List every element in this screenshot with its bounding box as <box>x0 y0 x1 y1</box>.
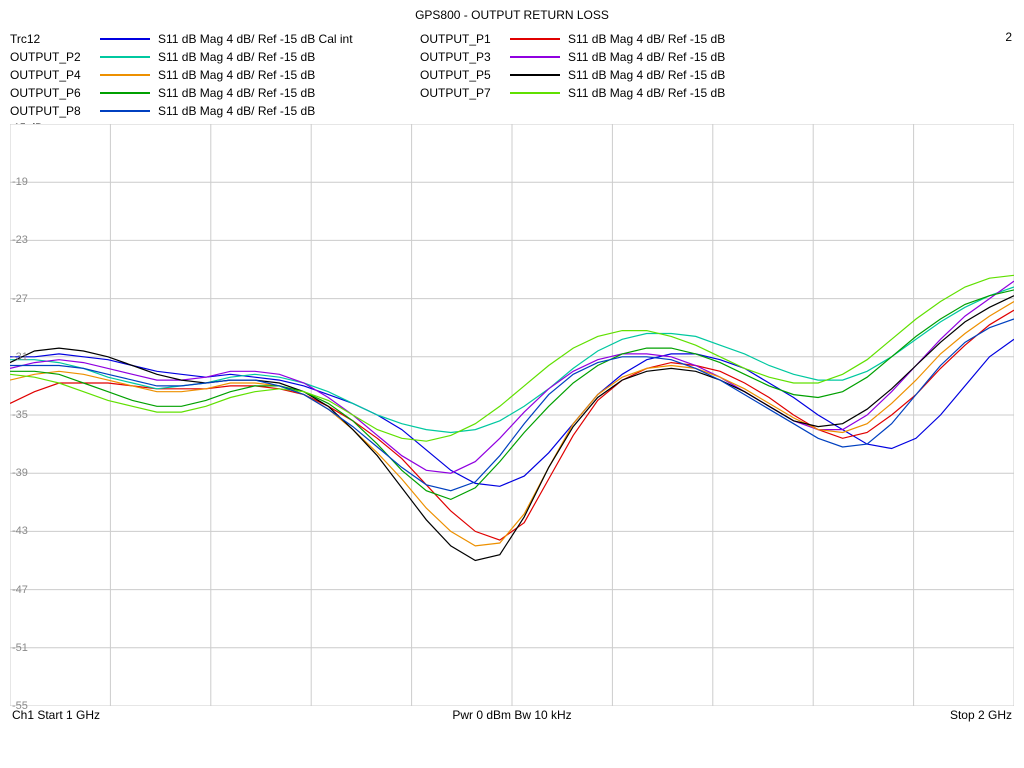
trace-desc: S11 dB Mag 4 dB/ Ref -15 dB <box>568 86 725 100</box>
trace-desc: S11 dB Mag 4 dB/ Ref -15 dB <box>568 68 725 82</box>
legend-header: 2 Trc12 S11 dB Mag 4 dB/ Ref -15 dB Cal i… <box>0 22 1024 124</box>
trace-swatch <box>100 110 150 112</box>
y-tick-label: -27 <box>12 293 28 305</box>
y-tick-label: -19 <box>12 176 28 188</box>
trace-name: OUTPUT_P7 <box>420 86 510 100</box>
trace-name: OUTPUT_P8 <box>10 104 100 118</box>
legend-row: OUTPUT_P4S11 dB Mag 4 dB/ Ref -15 dBOUTP… <box>10 66 1014 84</box>
footer-stop: Stop 2 GHz <box>950 708 1012 722</box>
trace-name: OUTPUT_P1 <box>420 32 510 46</box>
trace-desc: S11 dB Mag 4 dB/ Ref -15 dB Cal int <box>158 32 353 46</box>
legend-cell: OUTPUT_P6 S11 dB Mag 4 dB/ Ref -15 dB <box>10 86 420 100</box>
legend-cell: OUTPUT_P2 S11 dB Mag 4 dB/ Ref -15 dB <box>10 50 420 64</box>
y-tick-label: -47 <box>12 584 28 596</box>
chart-title: GPS800 - OUTPUT RETURN LOSS <box>0 0 1024 22</box>
plot-svg <box>10 124 1014 706</box>
trace-name: OUTPUT_P3 <box>420 50 510 64</box>
trace-name: OUTPUT_P4 <box>10 68 100 82</box>
trace-swatch <box>510 56 560 58</box>
y-tick-label: -51 <box>12 642 28 654</box>
legend-row: OUTPUT_P6S11 dB Mag 4 dB/ Ref -15 dBOUTP… <box>10 84 1014 102</box>
legend-cell: OUTPUT_P7 S11 dB Mag 4 dB/ Ref -15 dB <box>420 86 850 100</box>
trace-desc: S11 dB Mag 4 dB/ Ref -15 dB <box>568 50 725 64</box>
legend-row: OUTPUT_P8 S11 dB Mag 4 dB/ Ref -15 dB <box>10 102 1014 120</box>
top-right-indicator: 2 <box>1005 30 1012 44</box>
y-tick-label: -31 <box>12 351 28 363</box>
legend-cell: OUTPUT_P1 S11 dB Mag 4 dB/ Ref -15 dB <box>420 32 850 46</box>
y-tick-label: -35 <box>12 409 28 421</box>
trace-desc: S11 dB Mag 4 dB/ Ref -15 dB <box>158 50 315 64</box>
trace-name: Trc12 <box>10 32 100 46</box>
footer: Ch1 Start 1 GHz Pwr 0 dBm Bw 10 kHz Stop… <box>0 706 1024 728</box>
trace-desc: S11 dB Mag 4 dB/ Ref -15 dB <box>158 68 315 82</box>
y-tick-label: -23 <box>12 234 28 246</box>
trace-swatch <box>100 56 150 58</box>
y-tick-label: -39 <box>12 467 28 479</box>
legend-cell: OUTPUT_P8 S11 dB Mag 4 dB/ Ref -15 dB <box>10 104 420 118</box>
trace-desc: S11 dB Mag 4 dB/ Ref -15 dB <box>568 32 725 46</box>
legend-row: Trc12 S11 dB Mag 4 dB/ Ref -15 dB Cal int… <box>10 30 1014 48</box>
legend-cell: Trc12 S11 dB Mag 4 dB/ Ref -15 dB Cal int <box>10 32 420 46</box>
trace-swatch <box>510 38 560 40</box>
trace-swatch <box>100 74 150 76</box>
footer-center: Pwr 0 dBm Bw 10 kHz <box>0 708 1024 722</box>
trace-swatch <box>100 92 150 94</box>
trace-desc: S11 dB Mag 4 dB/ Ref -15 dB <box>158 104 315 118</box>
trace-name: OUTPUT_P5 <box>420 68 510 82</box>
legend-cell: OUTPUT_P4 S11 dB Mag 4 dB/ Ref -15 dB <box>10 68 420 82</box>
legend-row: OUTPUT_P2S11 dB Mag 4 dB/ Ref -15 dBOUTP… <box>10 48 1014 66</box>
trace-desc: S11 dB Mag 4 dB/ Ref -15 dB <box>158 86 315 100</box>
y-tick-label: -43 <box>12 525 28 537</box>
trace-swatch <box>100 38 150 40</box>
trace-name: OUTPUT_P6 <box>10 86 100 100</box>
legend-cell: OUTPUT_P3 S11 dB Mag 4 dB/ Ref -15 dB <box>420 50 850 64</box>
trace-swatch <box>510 74 560 76</box>
trace-name: OUTPUT_P2 <box>10 50 100 64</box>
plot-area: -15 dB -19-23-27-31-35-39-43-47-51-55 <box>10 124 1014 706</box>
y-axis-ticks: -19-23-27-31-35-39-43-47-51-55 <box>10 124 42 706</box>
legend-cell: OUTPUT_P5 S11 dB Mag 4 dB/ Ref -15 dB <box>420 68 850 82</box>
trace-swatch <box>510 92 560 94</box>
